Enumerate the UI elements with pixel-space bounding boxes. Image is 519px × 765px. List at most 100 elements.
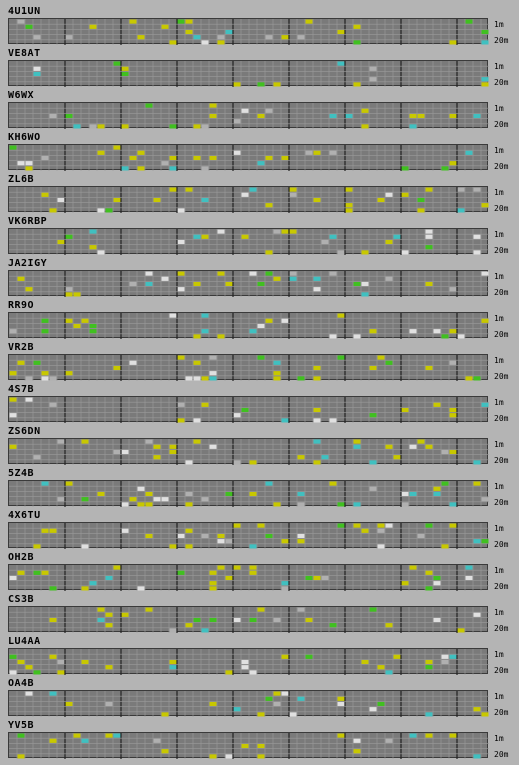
signal-cell — [73, 323, 81, 329]
signal-cell — [465, 376, 473, 381]
signal-cell — [281, 418, 289, 423]
grid-canvas — [9, 229, 489, 255]
signal-cell — [297, 539, 305, 544]
signal-cell — [361, 124, 369, 129]
signal-cell — [401, 250, 409, 255]
signal-cell — [225, 491, 233, 497]
signal-cell — [97, 617, 105, 623]
signal-cell — [129, 360, 137, 365]
signal-cell — [249, 491, 257, 497]
signal-cell — [433, 329, 441, 334]
signal-cell — [433, 402, 441, 407]
signal-cell — [265, 35, 273, 40]
signal-cell — [425, 665, 433, 670]
band-label-top: 1m — [494, 146, 504, 155]
signal-cell — [25, 287, 33, 292]
station-callsign: JA2IGY — [8, 258, 48, 269]
signal-cell — [305, 19, 313, 24]
signal-cell — [49, 113, 57, 119]
station-callsign: VK6RBP — [8, 216, 48, 227]
station-row: 4S7B 1m 20m — [0, 384, 519, 426]
signal-cell — [465, 19, 473, 24]
signal-cell — [113, 733, 121, 738]
station-callsign: CS3B — [8, 594, 35, 605]
signal-cell — [105, 612, 113, 617]
signal-cell — [425, 229, 433, 234]
signal-cell — [25, 397, 33, 402]
signal-cell — [217, 334, 225, 339]
signal-cell — [409, 565, 417, 570]
signal-cell — [417, 533, 425, 539]
band-label-top: 1m — [494, 62, 504, 71]
signal-cell — [89, 329, 97, 334]
signal-cell — [425, 712, 433, 717]
signal-cell — [25, 376, 33, 381]
signal-cell — [137, 35, 145, 40]
signal-cell — [401, 581, 409, 586]
signal-cell — [121, 528, 129, 533]
signal-cell — [65, 113, 73, 119]
signal-cell — [105, 665, 113, 670]
signal-cell — [81, 586, 89, 591]
signal-cell — [265, 533, 273, 539]
band-time-grid — [8, 438, 489, 465]
signal-cell — [193, 334, 201, 339]
signal-cell — [297, 455, 305, 460]
band-label-top: 1m — [494, 650, 504, 659]
signal-cell — [257, 607, 265, 612]
signal-cell — [417, 208, 425, 213]
grid-canvas — [9, 271, 489, 297]
signal-cell — [65, 371, 73, 376]
band-label-top: 1m — [494, 230, 504, 239]
signal-cell — [385, 738, 393, 743]
signal-cell — [161, 276, 169, 281]
station-row: VE8AT 1m 20m — [0, 48, 519, 90]
signal-cell — [17, 360, 25, 365]
band-label-bottom: 20m — [494, 162, 509, 171]
band-time-grid — [8, 732, 489, 759]
signal-cell — [481, 40, 489, 45]
signal-cell — [169, 187, 177, 192]
signal-cell — [25, 24, 33, 29]
signal-cell — [401, 192, 409, 197]
signal-cell — [473, 113, 481, 119]
signal-cell — [193, 124, 201, 129]
signal-cell — [169, 659, 177, 665]
signal-cell — [129, 19, 137, 24]
station-callsign: 5Z4B — [8, 468, 35, 479]
signal-cell — [9, 444, 17, 449]
signal-cell — [201, 313, 209, 318]
signal-cell — [49, 654, 57, 659]
signal-cell — [481, 29, 489, 35]
signal-cell — [185, 544, 193, 549]
signal-cell — [257, 113, 265, 119]
grid-canvas — [9, 187, 489, 213]
signal-cell — [241, 234, 249, 239]
signal-cell — [137, 502, 145, 507]
signal-cell — [425, 187, 433, 192]
signal-cell — [265, 481, 273, 486]
signal-cell — [97, 124, 105, 129]
signal-cell — [345, 208, 353, 213]
signal-cell — [145, 103, 153, 108]
station-callsign: W6WX — [8, 90, 35, 101]
signal-cell — [9, 145, 17, 150]
signal-cell — [369, 460, 377, 465]
signal-cell — [425, 444, 433, 449]
signal-cell — [121, 71, 129, 77]
signal-cell — [257, 161, 265, 166]
signal-cell — [209, 444, 217, 449]
signal-cell — [297, 607, 305, 612]
signal-cell — [89, 245, 97, 250]
signal-cell — [377, 701, 385, 707]
signal-cell — [129, 281, 137, 287]
signal-cell — [249, 565, 257, 570]
signal-cell — [17, 754, 25, 759]
signal-cell — [409, 444, 417, 449]
signal-cell — [81, 738, 89, 743]
signal-cell — [129, 497, 137, 502]
band-label-top: 1m — [494, 692, 504, 701]
signal-cell — [257, 523, 265, 528]
signal-cell — [57, 497, 65, 502]
band-time-grid — [8, 144, 489, 171]
